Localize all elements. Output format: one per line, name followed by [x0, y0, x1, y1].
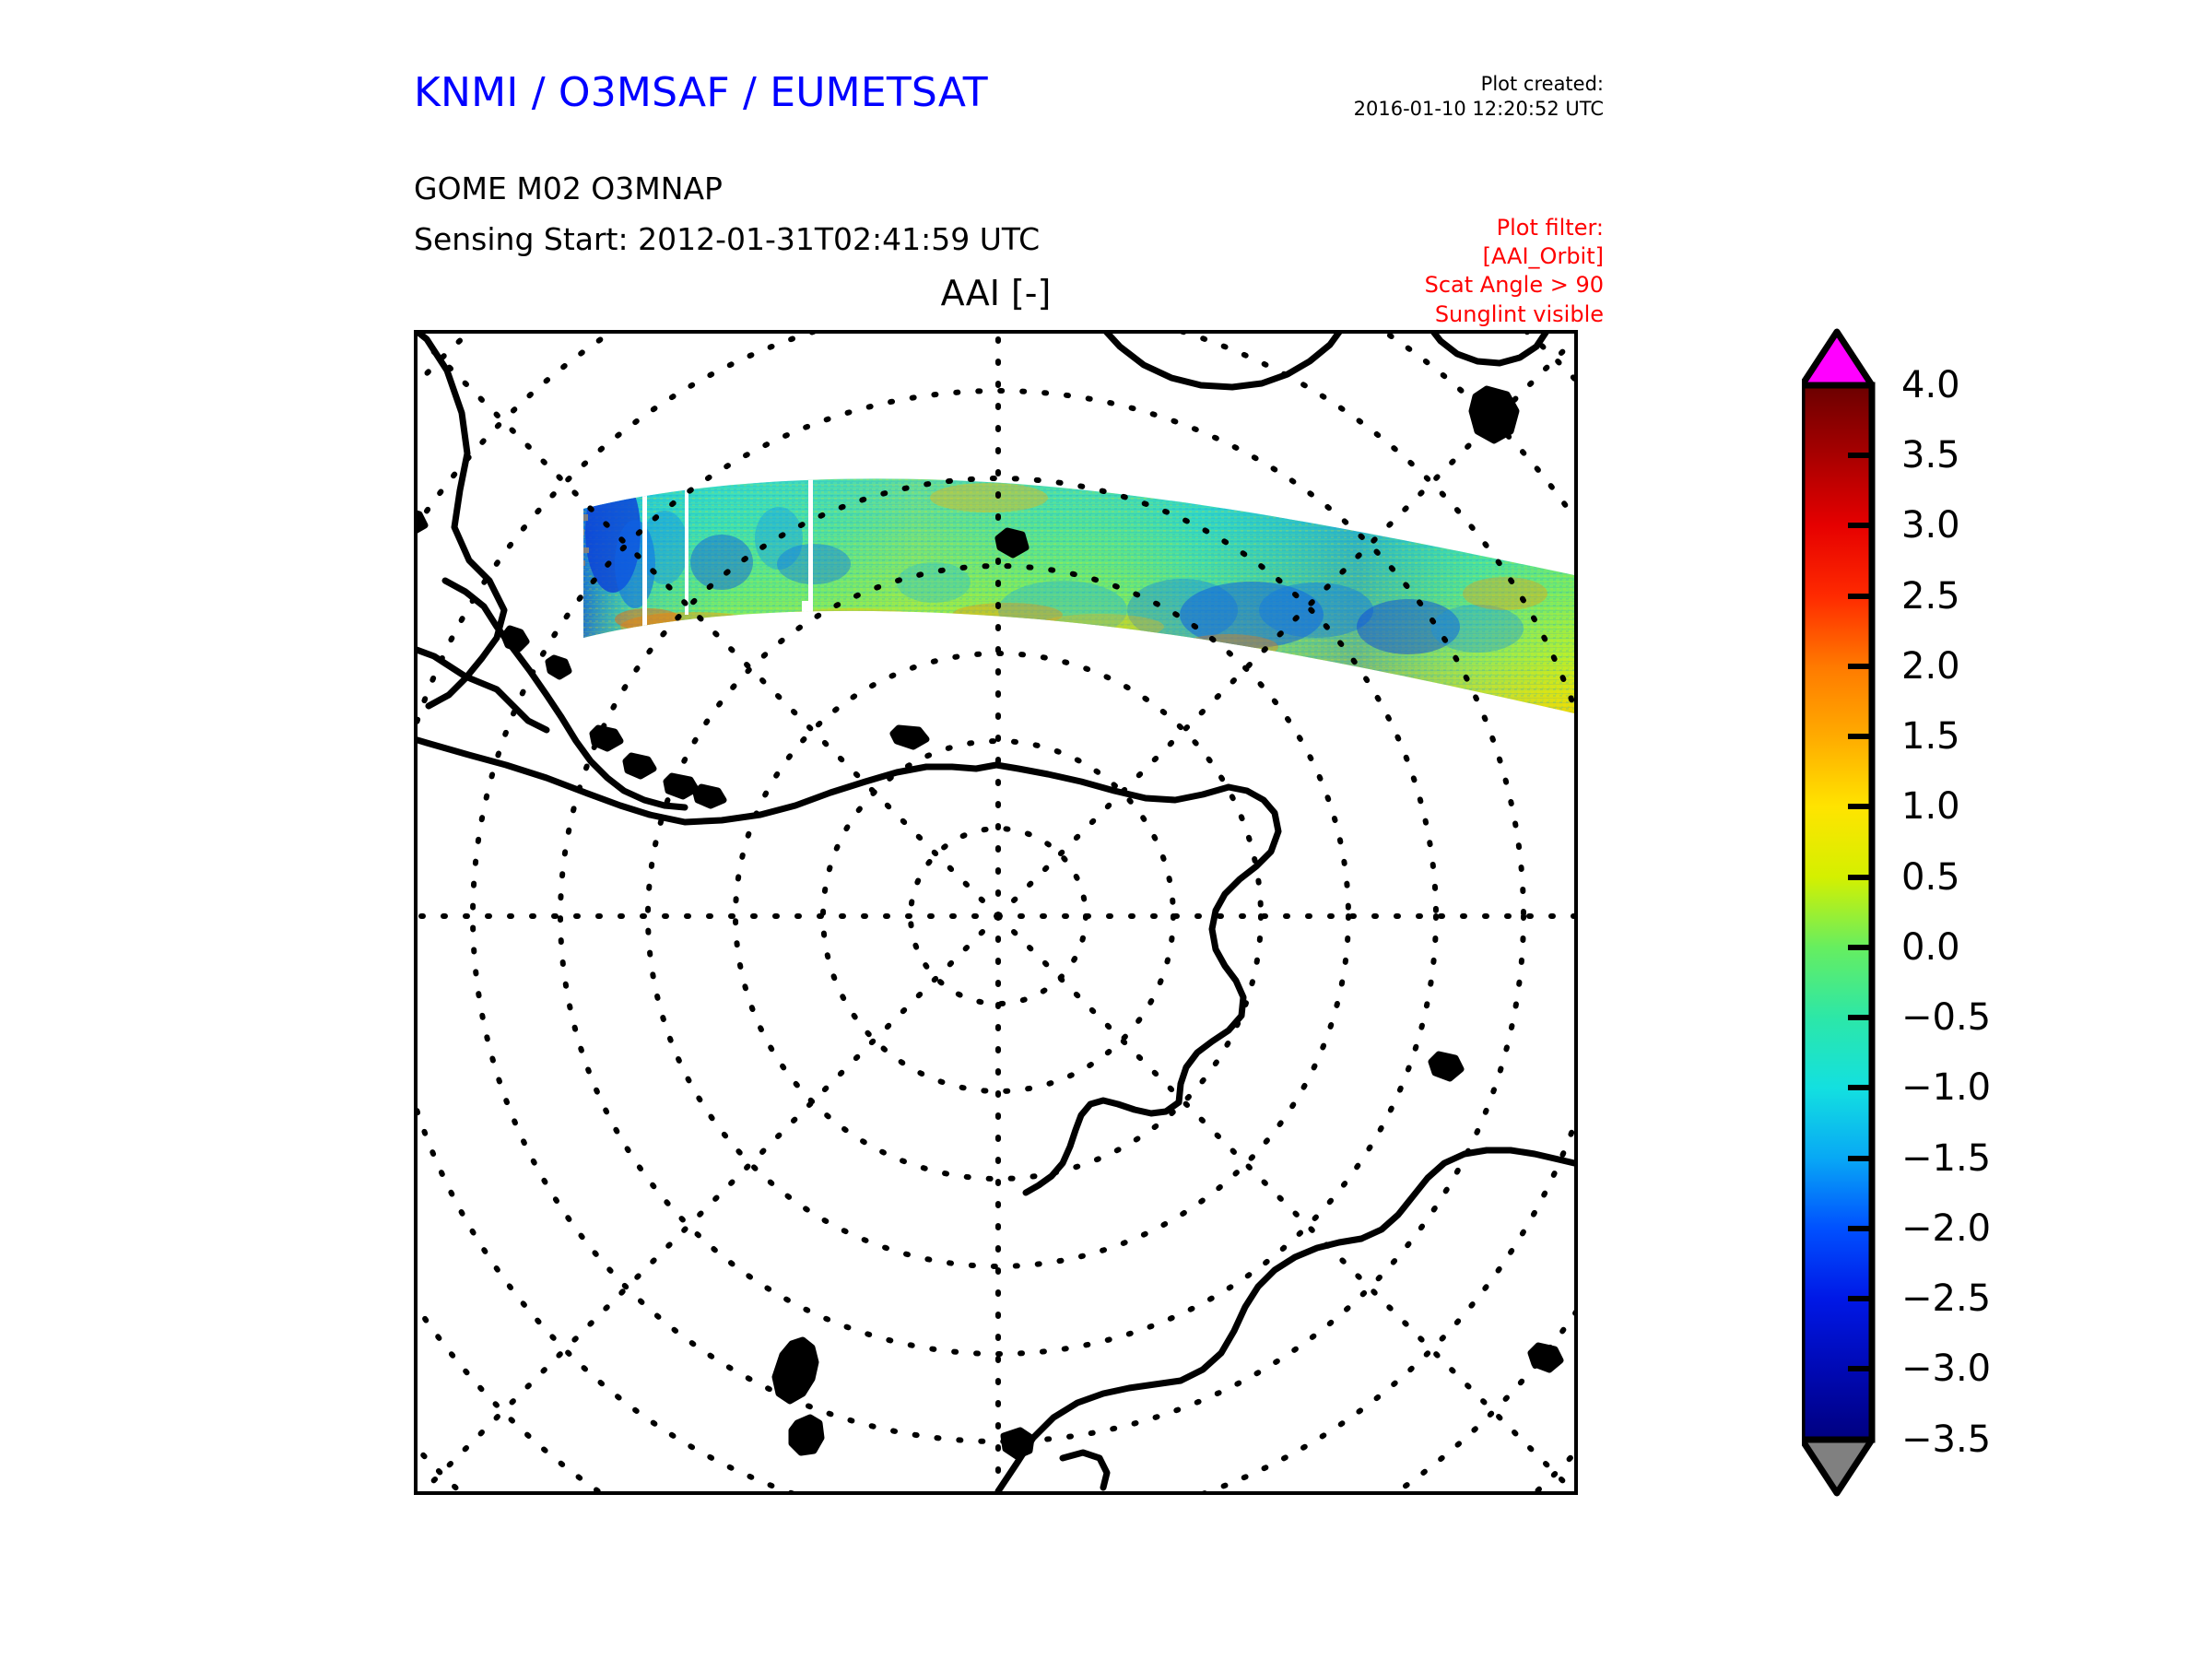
plot-created-label: Plot created:: [1480, 73, 1604, 95]
product-name: GOME M02 O3MNAP: [414, 171, 723, 206]
plot-filter-line-2: [AAI_Orbit]: [1482, 243, 1604, 270]
colorbar-tick-label: 1.0: [1901, 785, 1960, 828]
plot-filter-line-4: Sunglint visible: [1434, 300, 1604, 327]
map-plot-area: [414, 330, 1578, 1495]
colorbar-tick-label: 0.0: [1901, 926, 1960, 969]
plot-created-value: 2016-01-10 12:20:52 UTC: [1353, 97, 1604, 120]
colorbar-tick-label: −2.0: [1901, 1207, 1992, 1250]
colorbar-over-arrow: [1802, 328, 1876, 389]
plot-filter-line-3: Scat Angle > 90: [1424, 272, 1604, 299]
colorbar-tick-label: 2.0: [1901, 645, 1960, 688]
colorbar-under-arrow: [1802, 1436, 1876, 1497]
colorbar-tick-label: 1.5: [1901, 715, 1960, 758]
colorbar-tick-label: −2.5: [1901, 1277, 1992, 1320]
colorbar-gradient: [1802, 382, 1876, 1443]
plot-filter-block: Plot filter: [AAI_Orbit] Scat Angle > 90…: [1309, 214, 1604, 329]
coastlines: [418, 334, 1574, 1491]
chart-title: AAI [-]: [940, 273, 1052, 313]
colorbar-ticks: [1848, 382, 1872, 1442]
data-swath: [583, 478, 1574, 713]
colorbar-tick-label: −1.0: [1901, 1066, 1992, 1109]
meridians: [418, 334, 1574, 1491]
colorbar-tick-label: 3.0: [1901, 504, 1960, 547]
colorbar-tick-label: 2.5: [1901, 575, 1960, 618]
colorbar: 4.0 3.5 3.0 2.5 2.0 1.5 1.0 0.5 0.0 −0.5…: [1802, 328, 2189, 1499]
sensing-start: Sensing Start: 2012-01-31T02:41:59 UTC: [414, 221, 1041, 257]
colorbar-tick-label: 0.5: [1901, 856, 1960, 899]
map-canvas: [418, 334, 1574, 1491]
colorbar-canvas: [1802, 328, 1876, 1497]
colorbar-tick-label: 4.0: [1901, 364, 1960, 406]
colorbar-tick-label: −3.0: [1901, 1347, 1992, 1390]
plot-created-block: Plot created: 2016-01-10 12:20:52 UTC: [1235, 72, 1604, 122]
colorbar-tick-label: 3.5: [1901, 434, 1960, 477]
organisation-title: KNMI / O3MSAF / EUMETSAT: [414, 69, 988, 116]
colorbar-tick-label: −0.5: [1901, 996, 1992, 1039]
colorbar-tick-label: −3.5: [1901, 1418, 1992, 1461]
colorbar-tick-label: −1.5: [1901, 1137, 1992, 1180]
plot-filter-line-1: Plot filter:: [1496, 215, 1604, 241]
